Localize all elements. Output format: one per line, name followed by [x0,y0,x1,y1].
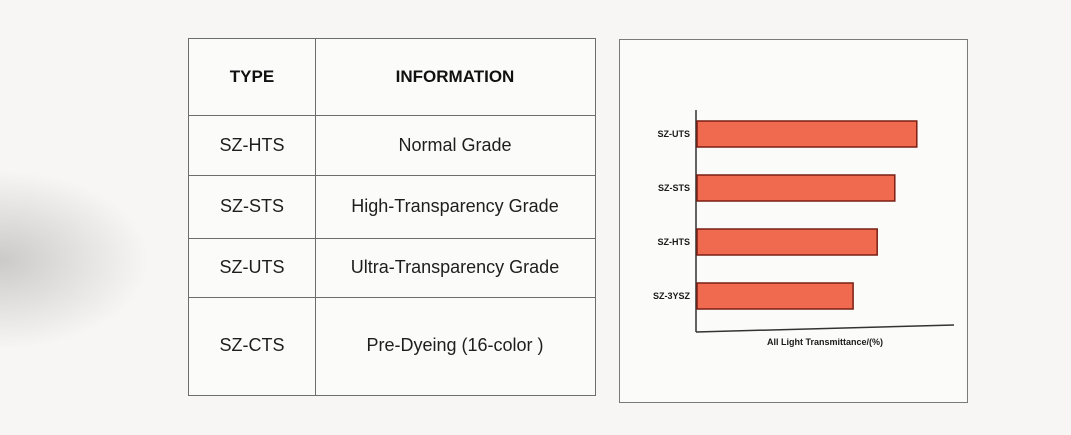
row-divider [189,297,595,298]
header-information: INFORMATION [395,67,515,86]
row-type: SZ-UTS [219,257,285,277]
info-table: TYPE INFORMATION SZ-HTS Normal Grade SZ-… [188,38,596,396]
row-info: Normal Grade [398,134,512,155]
header-type: TYPE [229,67,275,86]
row-divider [189,115,595,116]
bar-sz-3ysz [696,282,854,310]
bar-sz-sts [696,174,896,202]
bar-sz-uts [696,120,918,148]
chart-panel: SZ-UTS SZ-STS SZ-HTS SZ-3YSZ All Light Tran… [619,39,968,403]
category-label: SZ-STS [658,183,690,193]
row-divider [189,175,595,176]
bar-chart: SZ-UTS SZ-STS SZ-HTS SZ-3YSZ All Light Tran… [653,110,955,347]
column-divider [315,39,316,395]
category-label: SZ-HTS [658,237,691,247]
row-info: High-Transparency Grade [351,196,559,216]
category-label: SZ-3YSZ [653,291,691,301]
row-type: SZ-STS [219,196,284,216]
x-axis-title: All Light Transmittance/(%) [767,337,883,347]
bar-sz-hts [696,228,878,256]
x-axis [695,324,955,333]
page-shadow [0,170,150,350]
row-info: Ultra-Transparency Grade [350,257,560,277]
row-divider [189,238,595,239]
row-type: SZ-CTS [219,335,285,355]
row-info: Pre-Dyeing (16-color ) [366,335,544,355]
category-label: SZ-UTS [658,129,691,139]
row-type: SZ-HTS [219,134,285,155]
